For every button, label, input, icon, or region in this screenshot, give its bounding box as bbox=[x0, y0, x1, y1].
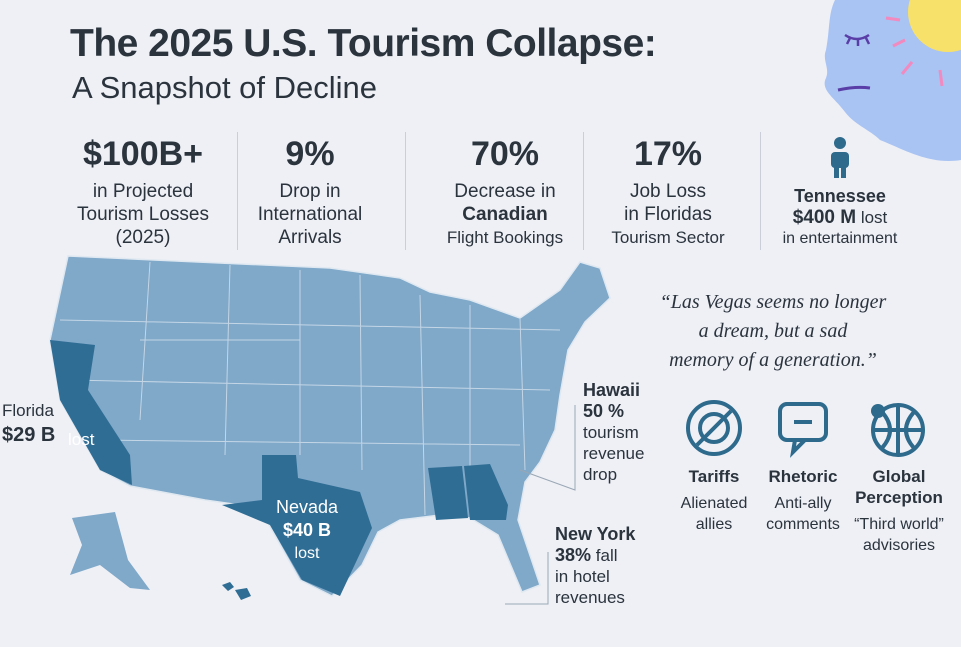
line: in hotel bbox=[555, 567, 610, 586]
amount-note: lost bbox=[294, 545, 320, 562]
stat-line: Flight Bookings bbox=[446, 228, 564, 247]
quote: “Las Vegas seems no longer a dream, but … bbox=[628, 288, 918, 375]
stat-line: in Projected bbox=[92, 181, 194, 202]
amount: 50 % bbox=[583, 401, 625, 421]
head-graphic bbox=[824, 0, 961, 161]
stat-line: Canadian bbox=[462, 204, 548, 225]
factor-line: advisories bbox=[862, 537, 936, 554]
line: revenues bbox=[555, 588, 625, 607]
factor-line: Alienated bbox=[680, 495, 748, 512]
stat-value: 70% bbox=[470, 135, 540, 173]
stat: 17% Job Loss in Floridas Tourism Sector bbox=[598, 132, 738, 249]
title: The 2025 U.S. Tourism Collapse: bbox=[70, 22, 657, 65]
texas bbox=[222, 455, 372, 596]
tennessee-stat: Tennessee $400 M lost in entertainment bbox=[770, 185, 910, 249]
divider bbox=[583, 132, 584, 250]
stat-line: Drop in bbox=[279, 181, 341, 202]
alaska bbox=[70, 512, 150, 590]
stat: 70% Decrease in Canadian Flight Bookings bbox=[430, 132, 580, 249]
factor-icons bbox=[686, 400, 925, 458]
stat: $100B+ in Projected Tourism Losses (2025… bbox=[63, 132, 223, 249]
globe-dot bbox=[871, 404, 885, 418]
amount: 38% bbox=[555, 545, 592, 565]
mouth bbox=[837, 85, 871, 92]
line: tourism bbox=[583, 423, 639, 442]
california bbox=[50, 340, 132, 485]
amount: $29 B bbox=[2, 424, 56, 446]
line: revenue bbox=[583, 444, 645, 463]
amount-note: fall bbox=[595, 546, 618, 565]
factor-label: Tariffs bbox=[688, 467, 740, 486]
amount-note: lost bbox=[860, 208, 888, 227]
quote-line: a dream, but a sad bbox=[698, 320, 848, 342]
stat-value: 17% bbox=[633, 135, 703, 173]
quote-line: memory of a generation.” bbox=[669, 349, 877, 371]
state-name: Hawaii bbox=[583, 380, 641, 400]
stat-line: Tourism Sector bbox=[611, 228, 725, 247]
state-name: Tennessee bbox=[794, 186, 886, 206]
factor-label: Global bbox=[872, 467, 926, 486]
subtitle: A Snapshot of Decline bbox=[72, 70, 378, 105]
amount: $40 B bbox=[282, 520, 332, 540]
factor-line: comments bbox=[766, 516, 840, 533]
eye bbox=[844, 33, 871, 46]
amount: $400 M bbox=[792, 207, 857, 228]
factor: Tariffs Alienated allies bbox=[664, 466, 764, 535]
stat-line: Tourism Losses bbox=[77, 204, 209, 225]
divider bbox=[237, 132, 238, 250]
state-name: Florida bbox=[2, 401, 54, 420]
stat-line: Decrease in bbox=[454, 181, 556, 202]
factor-label: Rhetoric bbox=[768, 467, 838, 486]
stat-line: in Floridas bbox=[624, 204, 712, 225]
stat: 9% Drop in International Arrivals bbox=[240, 132, 380, 249]
factor: Global Perception “Third world” advisori… bbox=[843, 466, 955, 556]
factor-label: Perception bbox=[855, 488, 943, 507]
state-lines bbox=[59, 261, 561, 516]
stat-value: 9% bbox=[285, 135, 335, 173]
newyork-callout: New York 38% fall in hotel revenues bbox=[555, 524, 635, 608]
factor-line: allies bbox=[695, 516, 733, 533]
hawaii-leader bbox=[519, 405, 576, 491]
divider bbox=[405, 132, 406, 250]
sun bbox=[908, 0, 961, 52]
line: drop bbox=[583, 465, 618, 484]
newyork-leader bbox=[505, 552, 549, 605]
southeast-states bbox=[428, 464, 508, 520]
stat-line: (2025) bbox=[115, 227, 171, 248]
factor-line: “Third world” bbox=[854, 516, 944, 533]
factor-line: Anti-ally bbox=[774, 495, 832, 512]
hawaii-callout: Hawaii 50 % tourism revenue drop bbox=[583, 380, 644, 485]
rays bbox=[885, 16, 944, 87]
state-name: New York bbox=[555, 524, 636, 544]
nevada-callout: Nevada $40 B lost bbox=[262, 496, 352, 565]
stat-value: $100B+ bbox=[82, 135, 204, 173]
stat-line: Arrivals bbox=[278, 227, 342, 248]
quote-line: “Las Vegas seems no longer bbox=[659, 291, 887, 313]
us-map bbox=[49, 255, 611, 605]
florida-callout: Florida $29 B bbox=[2, 400, 55, 449]
factor: Rhetoric Anti-ally comments bbox=[753, 466, 853, 535]
detail: in entertainment bbox=[782, 230, 898, 247]
stat-line: Job Loss bbox=[629, 181, 707, 202]
florida-note: lost bbox=[68, 430, 95, 449]
person-icon bbox=[831, 137, 849, 178]
divider bbox=[760, 132, 761, 250]
hawaii bbox=[222, 582, 251, 600]
stat-line: International bbox=[257, 204, 363, 225]
state-name: Nevada bbox=[275, 497, 339, 517]
